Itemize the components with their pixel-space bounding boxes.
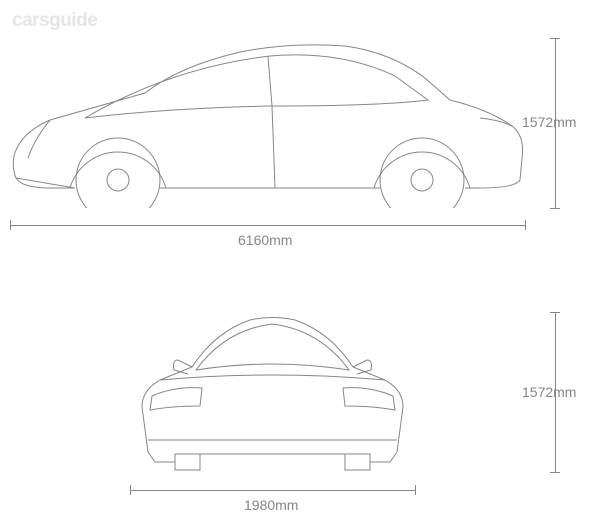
front-view-diagram <box>130 312 415 472</box>
front-width-dim-tick-left <box>130 485 131 495</box>
side-height-label: 1572mm <box>522 114 576 130</box>
front-width-label: 1980mm <box>244 497 298 513</box>
car-front-outline <box>130 312 415 472</box>
side-length-dim-line <box>10 225 525 226</box>
front-height-dim-tick-bottom <box>550 472 560 473</box>
side-length-label: 6160mm <box>238 232 292 248</box>
car-side-outline <box>10 38 525 208</box>
side-height-dim-tick-top <box>550 38 560 39</box>
side-length-dim-tick-left <box>10 220 11 230</box>
side-height-dim-tick-bottom <box>550 208 560 209</box>
front-width-dim-line <box>130 490 415 491</box>
watermark: carsguide <box>12 10 97 32</box>
side-view-diagram <box>10 38 525 208</box>
side-length-dim-tick-right <box>525 220 526 230</box>
front-height-dim-tick-top <box>550 312 560 313</box>
front-height-label: 1572mm <box>522 384 576 400</box>
front-width-dim-tick-right <box>415 485 416 495</box>
